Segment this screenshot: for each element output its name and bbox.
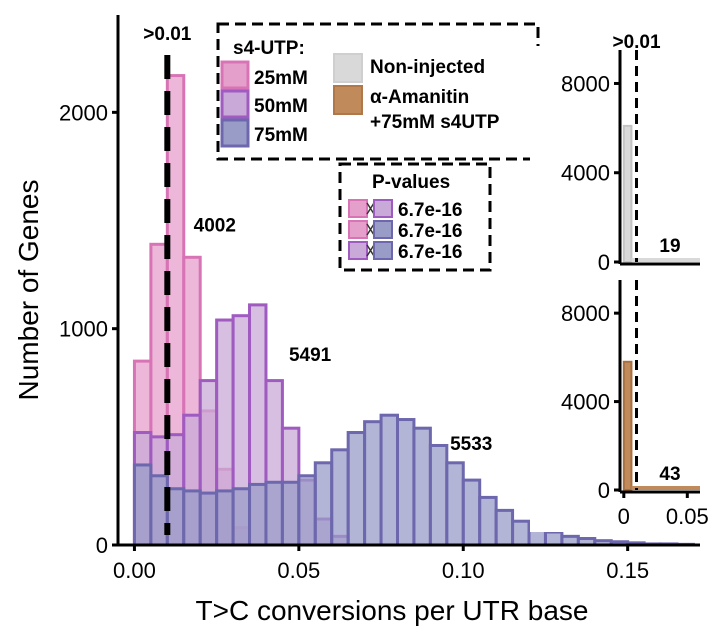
- legend-swatch-50mM: [220, 89, 250, 119]
- inset-amanitin: 43 0 4000 8000 0 0.05: [530, 276, 709, 532]
- legend-label-25mM: 25mM: [254, 68, 308, 89]
- bar-75mM-19: [445, 461, 465, 547]
- legend-label-amanitin-2: +75mM s4UTP: [370, 112, 500, 133]
- inset-y-tick-label-1-1: 4000: [561, 161, 610, 186]
- inset-count-label-2: 43: [659, 464, 680, 485]
- bar-75mM-0: [132, 463, 153, 547]
- inset-x-tick-label-2-1: 0.05: [666, 504, 709, 529]
- inset-y-tick-label-2-0: 0: [598, 478, 610, 503]
- pvalue-value-2: 6.7e-16: [398, 242, 462, 263]
- main-annotations: 4002 5491 5533: [194, 215, 493, 454]
- bar-75mM-10: [297, 474, 317, 547]
- pvalue-swatch-a-2: [348, 241, 368, 260]
- legend-frame: [216, 22, 540, 161]
- legend-title: s4-UTP:: [233, 38, 305, 59]
- pvalue-title: P-values: [372, 172, 450, 193]
- y-tick-label-1: 1000: [59, 317, 108, 342]
- bar-75mM-9: [280, 480, 301, 547]
- inset-y-tick-label-2-2: 8000: [561, 301, 610, 326]
- bar-75mM-13: [346, 431, 367, 547]
- inset-count-label-1: 19: [659, 236, 680, 257]
- count-annotation-2: 5533: [450, 434, 492, 455]
- inset-y-tick-label-1-0: 0: [598, 250, 610, 275]
- inset-bar-2: [622, 360, 633, 491]
- legend-swatch-non-injected: [333, 53, 363, 83]
- bar-75mM-14: [363, 420, 383, 547]
- pvalue-cross-b-0: [366, 202, 375, 215]
- legend-label-50mM: 50mM: [254, 96, 308, 117]
- legend-label-75mM: 75mM: [254, 125, 308, 146]
- bar-75mM-17: [412, 426, 432, 547]
- bar-75mM-18: [428, 443, 449, 547]
- bar-75mM-4: [198, 491, 219, 547]
- pvalue-value-1: 6.7e-16: [398, 221, 462, 242]
- bar-75mM-12: [330, 448, 350, 547]
- bar-75mM-6: [231, 487, 252, 547]
- bar-75mM-3: [182, 489, 202, 547]
- x-tick-label-1: 0.05: [277, 558, 320, 583]
- inset-background-1: [530, 46, 702, 268]
- legend-swatch-25mM: [220, 60, 250, 90]
- legend-label-amanitin: α-Amanitin: [370, 87, 469, 108]
- bar-75mM-22: [494, 508, 515, 547]
- pvalue-swatch-b-2: [373, 241, 393, 260]
- bar-75mM-21: [478, 495, 498, 547]
- y-tick-label-2: 2000: [59, 100, 108, 125]
- bar-75mM-25: [543, 530, 564, 547]
- threshold-label: >0.01: [143, 24, 192, 45]
- bar-75mM-23: [511, 519, 531, 547]
- legend-swatch-75mM: [220, 118, 250, 148]
- x-tick-label-2: 0.10: [442, 558, 485, 583]
- main-histogram-panel: >0.01 0 1000 2000 0.00 0.05 0.10 0.15 T>C conve…: [13, 15, 700, 626]
- main-bars: [132, 74, 695, 547]
- inset-non-injected: 19 >0.01 0 4000 8000: [530, 32, 702, 275]
- main-axes: 0 1000 2000 0.00 0.05 0.10 0.15 T>C conversions…: [13, 15, 700, 626]
- y-tick-label-0: 0: [96, 533, 108, 558]
- bar-75mM-5: [215, 489, 235, 547]
- bar-75mM-15: [379, 413, 399, 547]
- pvalue-swatch-b-0: [373, 199, 393, 218]
- pvalue-swatch-a-0: [348, 199, 368, 218]
- main-threshold: >0.01: [143, 24, 192, 535]
- y-axis-title: Number of Genes: [13, 180, 44, 401]
- x-tick-label-3: 0.15: [606, 558, 649, 583]
- count-annotation-0: 4002: [194, 215, 236, 236]
- x-tick-label-0: 0.00: [113, 558, 156, 583]
- bar-75mM-11: [313, 461, 334, 547]
- pvalue-swatch-b-1: [373, 220, 393, 239]
- bar-75mM-7: [248, 482, 268, 547]
- pvalue-swatch-a-1: [348, 220, 368, 239]
- pvalue-box: P-values 6.7e-166.7e-166.7e-16: [338, 162, 492, 272]
- inset-bar-1: [622, 124, 633, 263]
- x-axis-title: T>C conversions per UTR base: [196, 595, 589, 626]
- inset-x-tick-label-2-0: 0: [618, 504, 630, 529]
- bar-75mM-8: [264, 480, 284, 547]
- legend-label-non-injected: Non-injected: [370, 57, 485, 78]
- pvalue-value-0: 6.7e-16: [398, 200, 462, 221]
- inset-threshold-label-1: >0.01: [612, 32, 661, 53]
- legend-swatch-amanitin: [333, 85, 363, 115]
- inset-y-tick-label-2-1: 4000: [561, 390, 610, 415]
- count-annotation-1: 5491: [289, 345, 332, 366]
- inset-y-tick-label-1-2: 8000: [561, 71, 610, 96]
- pvalue-rows: 6.7e-166.7e-166.7e-16: [348, 199, 462, 263]
- pvalue-cross-b-2: [366, 244, 375, 257]
- pvalue-cross-b-1: [366, 223, 375, 236]
- bar-75mM-20: [461, 478, 482, 547]
- legend-box: s4-UTP: 25mM 50mM 75mM Non-injected α-Am…: [216, 22, 540, 161]
- bar-75mM-16: [395, 418, 416, 547]
